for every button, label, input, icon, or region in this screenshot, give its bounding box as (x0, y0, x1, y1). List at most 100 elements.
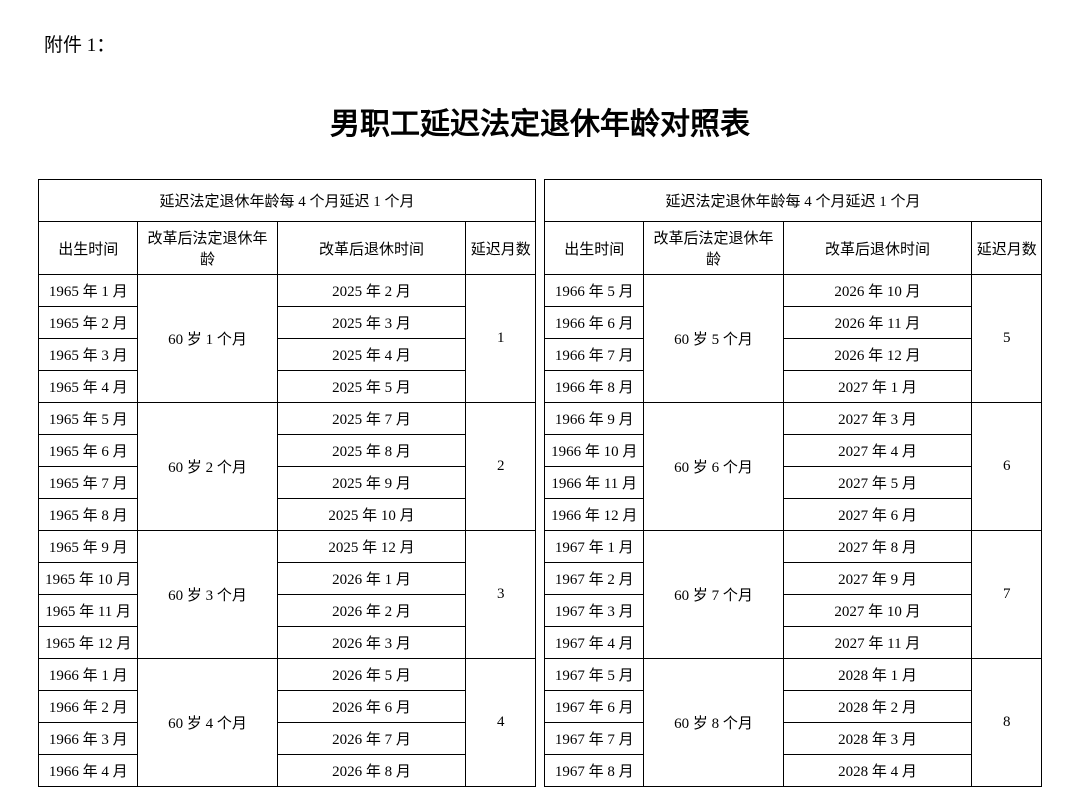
table-row: 1965 年 3 月 2025 年 4 月 (39, 339, 536, 371)
cell-retire: 2027 年 3 月 (783, 403, 972, 435)
cell-birth: 1965 年 5 月 (39, 403, 138, 435)
table-row: 1965 年 2 月 2025 年 3 月 (39, 307, 536, 339)
cell-birth: 1965 年 8 月 (39, 499, 138, 531)
table-row: 1965 年 10 月 2026 年 1 月 (39, 563, 536, 595)
cell-birth: 1967 年 2 月 (545, 563, 644, 595)
cell-delay: 5 (972, 275, 1042, 403)
col-retire-header: 改革后退休时间 (277, 222, 466, 275)
cell-birth: 1965 年 12 月 (39, 627, 138, 659)
table-row: 1967 年 7 月2028 年 3 月 (545, 723, 1042, 755)
table-row: 1965 年 11 月2026 年 2 月 (39, 595, 536, 627)
col-retire-header: 改革后退休时间 (783, 222, 972, 275)
cell-birth: 1967 年 8 月 (545, 755, 644, 787)
cell-age: 60 岁 6 个月 (644, 403, 783, 531)
cell-age: 60 岁 4 个月 (138, 659, 277, 787)
cell-birth: 1965 年 3 月 (39, 339, 138, 371)
cell-birth: 1965 年 2 月 (39, 307, 138, 339)
table-row: 1966 年 4 月2026 年 8 月 (39, 755, 536, 787)
cell-retire: 2025 年 12 月 (277, 531, 466, 563)
cell-age: 60 岁 3 个月 (138, 531, 277, 659)
cell-retire: 2025 年 7 月 (277, 403, 466, 435)
table-row: 1966 年 12 月2027 年 6 月 (545, 499, 1042, 531)
cell-retire: 2027 年 11 月 (783, 627, 972, 659)
cell-retire: 2027 年 9 月 (783, 563, 972, 595)
cell-retire: 2026 年 5 月 (277, 659, 466, 691)
cell-birth: 1965 年 6 月 (39, 435, 138, 467)
table-section-header-row: 延迟法定退休年龄每 4 个月延迟 1 个月 (545, 180, 1042, 222)
cell-age: 60 岁 2 个月 (138, 403, 277, 531)
cell-retire: 2028 年 1 月 (783, 659, 972, 691)
main-title: 男职工延迟法定退休年龄对照表 (38, 99, 1042, 143)
cell-retire: 2026 年 7 月 (277, 723, 466, 755)
table-row: 1966 年 11 月 2027 年 5 月 (545, 467, 1042, 499)
table-columns-row: 出生时间 改革后法定退休年龄 改革后退休时间 延迟月数 (39, 222, 536, 275)
cell-birth: 1967 年 1 月 (545, 531, 644, 563)
cell-birth: 1965 年 1 月 (39, 275, 138, 307)
section-header: 延迟法定退休年龄每 4 个月延迟 1 个月 (545, 180, 1042, 222)
cell-retire: 2028 年 3 月 (783, 723, 972, 755)
table-columns-row: 出生时间 改革后法定退休年龄 改革后退休时间 延迟月数 (545, 222, 1042, 275)
table-row: 1967 年 6 月 2028 年 2 月 (545, 691, 1042, 723)
right-table-body: 1966 年 5 月60 岁 5 个月2026 年 10 月51966 年 6 … (545, 275, 1042, 787)
table-row: 1966 年 7 月2026 年 12 月 (545, 339, 1042, 371)
cell-age: 60 岁 1 个月 (138, 275, 277, 403)
cell-retire: 2027 年 5 月 (783, 467, 972, 499)
table-row: 1965 年 8 月 2025 年 10 月 (39, 499, 536, 531)
col-age-header: 改革后法定退休年龄 (644, 222, 783, 275)
tables-wrapper: 延迟法定退休年龄每 4 个月延迟 1 个月 出生时间 改革后法定退休年龄 改革后… (38, 179, 1042, 787)
table-row: 1966 年 6 月2026 年 11 月 (545, 307, 1042, 339)
cell-delay: 2 (466, 403, 536, 531)
cell-birth: 1966 年 10 月 (545, 435, 644, 467)
cell-birth: 1966 年 12 月 (545, 499, 644, 531)
cell-birth: 1966 年 5 月 (545, 275, 644, 307)
cell-birth: 1965 年 10 月 (39, 563, 138, 595)
cell-retire: 2026 年 3 月 (277, 627, 466, 659)
table-row: 1965 年 6 月 2025 年 8 月 (39, 435, 536, 467)
cell-retire: 2026 年 12 月 (783, 339, 972, 371)
cell-retire: 2026 年 1 月 (277, 563, 466, 595)
cell-birth: 1966 年 11 月 (545, 467, 644, 499)
table-row: 1965 年 7 月2025 年 9 月 (39, 467, 536, 499)
table-row: 1967 年 1 月60 岁 7 个月2027 年 8 月7 (545, 531, 1042, 563)
col-delay-header: 延迟月数 (972, 222, 1042, 275)
cell-birth: 1967 年 6 月 (545, 691, 644, 723)
cell-retire: 2025 年 2 月 (277, 275, 466, 307)
cell-retire: 2025 年 3 月 (277, 307, 466, 339)
left-table-body: 1965 年 1 月60 岁 1 个月2025 年 2 月11965 年 2 月… (39, 275, 536, 787)
table-row: 1965 年 12 月 2026 年 3 月 (39, 627, 536, 659)
cell-retire: 2027 年 10 月 (783, 595, 972, 627)
cell-retire: 2025 年 10 月 (277, 499, 466, 531)
table-row: 1966 年 2 月 2026 年 6 月 (39, 691, 536, 723)
cell-delay: 3 (466, 531, 536, 659)
cell-retire: 2028 年 2 月 (783, 691, 972, 723)
table-row: 1966 年 10 月2027 年 4 月 (545, 435, 1042, 467)
cell-retire: 2026 年 2 月 (277, 595, 466, 627)
cell-retire: 2026 年 6 月 (277, 691, 466, 723)
col-delay-header: 延迟月数 (466, 222, 536, 275)
cell-retire: 2025 年 4 月 (277, 339, 466, 371)
col-birth-header: 出生时间 (545, 222, 644, 275)
cell-birth: 1967 年 3 月 (545, 595, 644, 627)
attachment-label: 附件 1： (44, 30, 1042, 57)
cell-retire: 2027 年 1 月 (783, 371, 972, 403)
cell-retire: 2025 年 8 月 (277, 435, 466, 467)
cell-birth: 1966 年 2 月 (39, 691, 138, 723)
section-header: 延迟法定退休年龄每 4 个月延迟 1 个月 (39, 180, 536, 222)
right-table: 延迟法定退休年龄每 4 个月延迟 1 个月 出生时间 改革后法定退休年龄 改革后… (544, 179, 1042, 787)
cell-birth: 1967 年 5 月 (545, 659, 644, 691)
cell-retire: 2026 年 8 月 (277, 755, 466, 787)
table-row: 1966 年 1 月60 岁 4 个月2026 年 5 月4 (39, 659, 536, 691)
table-row: 1965 年 4 月 2025 年 5 月 (39, 371, 536, 403)
cell-age: 60 岁 7 个月 (644, 531, 783, 659)
left-table: 延迟法定退休年龄每 4 个月延迟 1 个月 出生时间 改革后法定退休年龄 改革后… (38, 179, 536, 787)
cell-birth: 1966 年 3 月 (39, 723, 138, 755)
cell-retire: 2025 年 5 月 (277, 371, 466, 403)
table-row: 1965 年 5 月60 岁 2 个月2025 年 7 月2 (39, 403, 536, 435)
cell-birth: 1966 年 6 月 (545, 307, 644, 339)
table-row: 1967 年 3 月 2027 年 10 月 (545, 595, 1042, 627)
cell-delay: 1 (466, 275, 536, 403)
cell-birth: 1967 年 4 月 (545, 627, 644, 659)
cell-birth: 1965 年 4 月 (39, 371, 138, 403)
cell-delay: 7 (972, 531, 1042, 659)
table-row: 1966 年 9 月60 岁 6 个月2027 年 3 月6 (545, 403, 1042, 435)
